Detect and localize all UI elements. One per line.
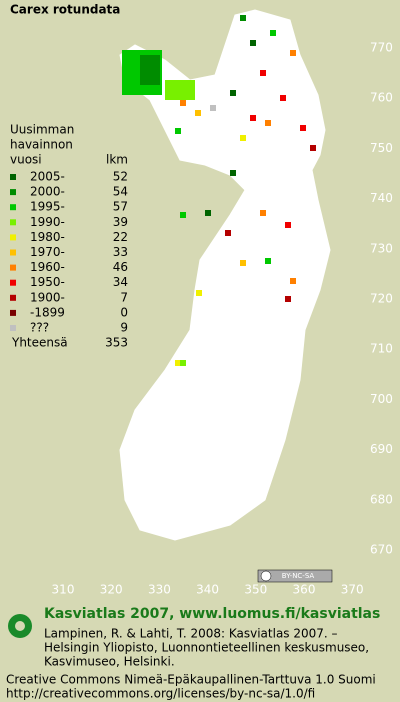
easting-label: 350 bbox=[244, 583, 267, 597]
citation-line: Lampinen, R. & Lahti, T. 2008: Kasviatla… bbox=[44, 627, 338, 641]
legend-count: 9 bbox=[120, 321, 128, 335]
legend-label: 1980- bbox=[30, 230, 65, 244]
total-count: 353 bbox=[105, 336, 128, 350]
observation-dots bbox=[122, 15, 316, 366]
northing-label: 700 bbox=[370, 392, 393, 406]
legend-swatch bbox=[10, 294, 16, 301]
badge-text: BY-NC-SA bbox=[282, 572, 315, 580]
finland-outline bbox=[119, 9, 331, 541]
legend-heading: vuosi bbox=[10, 153, 42, 167]
legend-count: 34 bbox=[113, 275, 128, 289]
legend-label: 2005- bbox=[30, 170, 65, 184]
legend-swatch bbox=[10, 234, 16, 241]
northing-label: 720 bbox=[370, 292, 393, 306]
northing-label: 670 bbox=[370, 543, 393, 557]
axis-labels: 770 760 750 740 730 720 710 700 690 680 670 310 320 3… bbox=[52, 41, 393, 597]
legend-label: ??? bbox=[30, 321, 49, 335]
count-heading: lkm bbox=[106, 153, 128, 167]
northing-label: 770 bbox=[370, 41, 393, 55]
easting-label: 360 bbox=[293, 583, 316, 597]
northing-label: 690 bbox=[370, 442, 393, 456]
legend-swatch bbox=[10, 264, 16, 271]
legend-heading: Uusimman bbox=[10, 123, 74, 137]
legend-count: 33 bbox=[113, 245, 128, 259]
legend-swatch bbox=[10, 174, 16, 180]
legend-count: 54 bbox=[113, 185, 128, 199]
total-label: Yhteensä bbox=[11, 336, 68, 350]
easting-label: 320 bbox=[100, 583, 123, 597]
easting-label: 340 bbox=[196, 583, 219, 597]
legend-count: 0 bbox=[120, 305, 128, 319]
legend-label: -1899 bbox=[30, 305, 65, 319]
legend-swatch bbox=[10, 325, 16, 331]
legend-swatch bbox=[10, 309, 16, 316]
northing-label: 730 bbox=[370, 241, 393, 255]
legend-count: 57 bbox=[113, 200, 128, 214]
legend-count: 52 bbox=[113, 170, 128, 184]
legend-count: 46 bbox=[113, 260, 128, 274]
legend-label: 1970- bbox=[30, 245, 65, 259]
title: Carex rotundata bbox=[10, 3, 120, 17]
legend-count: 22 bbox=[113, 230, 128, 244]
legend-count: 7 bbox=[120, 290, 128, 304]
northing-label: 740 bbox=[370, 191, 393, 205]
legend-label: 1960- bbox=[30, 260, 65, 274]
legend-label: 1950- bbox=[30, 275, 65, 289]
site-link: Kasviatlas 2007, www.luomus.fi/kasviatla… bbox=[44, 606, 380, 622]
easting-label: 310 bbox=[52, 583, 75, 597]
legend-count: 39 bbox=[113, 215, 128, 229]
easting-label: 330 bbox=[148, 583, 171, 597]
legend-swatch bbox=[10, 249, 16, 256]
citation-line: Helsingin Yliopisto, Luonnontieteellinen… bbox=[44, 641, 369, 655]
northing-label: 760 bbox=[370, 91, 393, 105]
citation-line: Kasvimuseo, Helsinki. bbox=[44, 655, 175, 669]
legend-swatch bbox=[10, 189, 16, 196]
cc-badge: BY-NC-SA bbox=[257, 569, 333, 583]
legend-heading: havainnon bbox=[10, 138, 73, 152]
legend-label: 1995- bbox=[30, 200, 65, 214]
legend-label: 2000- bbox=[30, 185, 65, 199]
legend-label: 1990- bbox=[30, 215, 65, 229]
northing-label: 750 bbox=[370, 141, 393, 155]
license-url: http://creativecommons.org/licenses/by-n… bbox=[6, 687, 315, 701]
legend-swatch bbox=[10, 204, 16, 211]
legend-swatch bbox=[10, 219, 16, 226]
northing-label: 680 bbox=[370, 492, 393, 506]
legend-swatch bbox=[10, 279, 16, 286]
license-line: Creative Commons Nimeä-Epäkaupallinen-Ta… bbox=[6, 673, 376, 687]
logo bbox=[8, 614, 32, 638]
legend-label: 1900- bbox=[30, 290, 65, 304]
easting-label: 370 bbox=[341, 583, 364, 597]
northing-label: 710 bbox=[370, 342, 393, 356]
